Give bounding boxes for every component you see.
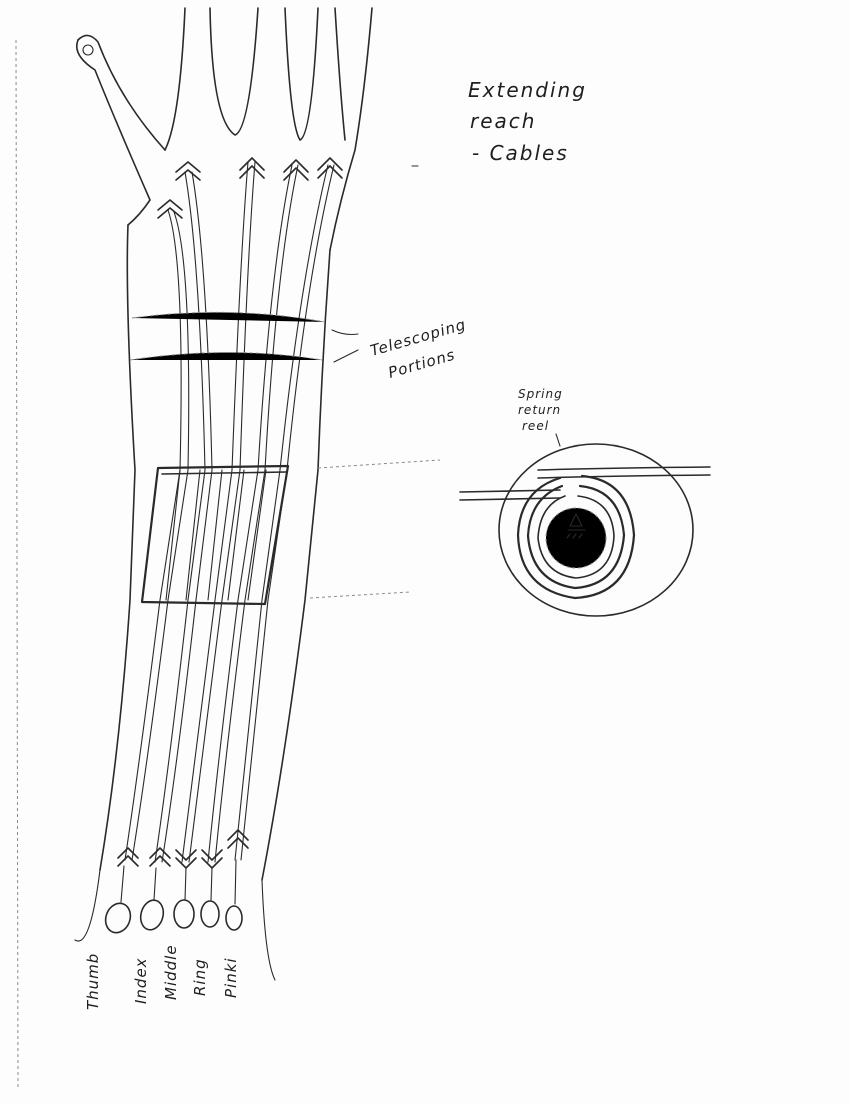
reel-cable-in bbox=[459, 489, 561, 501]
wrist-anchor-pinky bbox=[227, 829, 249, 849]
housing-top-edge bbox=[161, 471, 287, 475]
cable-index-2 bbox=[161, 171, 213, 863]
reel-outer-housing bbox=[498, 443, 694, 617]
finger-label-ring: Ring bbox=[191, 958, 209, 996]
reel-coil-mid bbox=[526, 484, 626, 590]
spring-reel-detail bbox=[459, 443, 711, 617]
loop-index bbox=[139, 899, 165, 931]
finger-label-pinky: Pinki bbox=[222, 957, 240, 998]
anchor-thumb bbox=[157, 199, 183, 219]
finger-anchors bbox=[157, 157, 343, 219]
index-middle-gap bbox=[209, 7, 259, 136]
telescoping-band-upper bbox=[131, 311, 326, 323]
housing-outline bbox=[140, 464, 290, 606]
ring-pinky-gap bbox=[334, 7, 346, 141]
loop-pinky bbox=[225, 905, 243, 931]
finger-label-thumb: Thumb bbox=[84, 953, 102, 1010]
reel-cable-out bbox=[537, 466, 711, 479]
anchor-middle bbox=[239, 157, 265, 179]
cable-middle-2 bbox=[188, 161, 256, 863]
telescoping-callout: Telescoping Portions bbox=[331, 315, 468, 382]
cable-group bbox=[124, 161, 335, 863]
loop-middle bbox=[173, 899, 195, 929]
anchor-ring bbox=[283, 159, 309, 181]
telescoping-leader-upper bbox=[331, 329, 359, 336]
index-finger-left bbox=[164, 7, 186, 151]
cable-ring-2 bbox=[214, 164, 299, 863]
paper-edge-line bbox=[15, 39, 19, 1091]
thumb-inner-outline bbox=[77, 34, 166, 151]
reel-pivot-hatch bbox=[566, 533, 583, 539]
projection-line-top bbox=[317, 459, 441, 469]
title-line-3: - Cables bbox=[472, 141, 569, 165]
reel-label-line-3: reel bbox=[522, 419, 549, 433]
reel-label-line-1: Spring bbox=[518, 387, 563, 401]
telescoping-leader-lower bbox=[333, 349, 359, 363]
forearm-bottom-left bbox=[74, 869, 101, 942]
anchor-index bbox=[175, 161, 201, 181]
reel-coil-inner bbox=[537, 495, 615, 579]
projection-line-bottom bbox=[309, 591, 411, 599]
anchor-pinky bbox=[317, 157, 343, 179]
cable-index bbox=[154, 171, 206, 863]
cable-pinky bbox=[234, 164, 329, 861]
cable-pinky-2 bbox=[240, 164, 335, 861]
string-middle bbox=[184, 867, 187, 901]
title-line-2: reach bbox=[470, 109, 536, 133]
housing-hatching bbox=[165, 469, 267, 601]
finger-labels: Thumb Index Middle Ring Pinki bbox=[84, 944, 240, 1010]
loop-ring bbox=[200, 900, 220, 928]
sketch-title: Extending reach - Cables bbox=[468, 78, 587, 165]
reel-pivot-symbol bbox=[569, 513, 583, 527]
loop-thumb bbox=[104, 902, 132, 934]
hand-outline bbox=[74, 7, 373, 981]
middle-ring-gap bbox=[284, 7, 319, 141]
forearm-left-outline bbox=[99, 224, 136, 871]
cable-thumb bbox=[124, 209, 182, 861]
reel-callout: Spring return reel bbox=[518, 387, 563, 447]
finger-label-middle: Middle bbox=[162, 944, 180, 1000]
cable-ring bbox=[207, 164, 293, 863]
reel-leader bbox=[555, 433, 561, 447]
forearm-bottom-right bbox=[261, 879, 276, 981]
title-line-1: Extending bbox=[468, 78, 587, 102]
wrist-anchor-middle bbox=[175, 849, 197, 869]
reel-label-line-2: return bbox=[518, 403, 561, 417]
wrist-anchor-thumb bbox=[117, 847, 139, 867]
forearm-right-outline bbox=[261, 249, 331, 881]
string-ring bbox=[210, 867, 213, 901]
arm-reel-housing bbox=[140, 464, 290, 606]
wrist-anchor-ring bbox=[201, 849, 223, 869]
wrist-anchor-index bbox=[149, 847, 171, 867]
reel-hub-dotted bbox=[545, 507, 607, 569]
pinky-right-outline bbox=[329, 7, 373, 251]
string-pinky bbox=[234, 859, 237, 905]
thumb-joint-mark bbox=[82, 44, 94, 56]
cable-middle bbox=[181, 161, 249, 863]
string-index bbox=[153, 867, 157, 901]
finger-label-index: Index bbox=[132, 957, 150, 1004]
telescoping-band-lower bbox=[129, 352, 323, 361]
wrist-anchors bbox=[117, 829, 249, 869]
string-thumb bbox=[120, 865, 125, 903]
cable-thumb-2 bbox=[131, 211, 190, 861]
thumb-outline bbox=[76, 39, 151, 226]
reel-coil-outer bbox=[516, 474, 636, 600]
finger-loops bbox=[104, 859, 243, 934]
telescoping-bands bbox=[129, 311, 326, 361]
